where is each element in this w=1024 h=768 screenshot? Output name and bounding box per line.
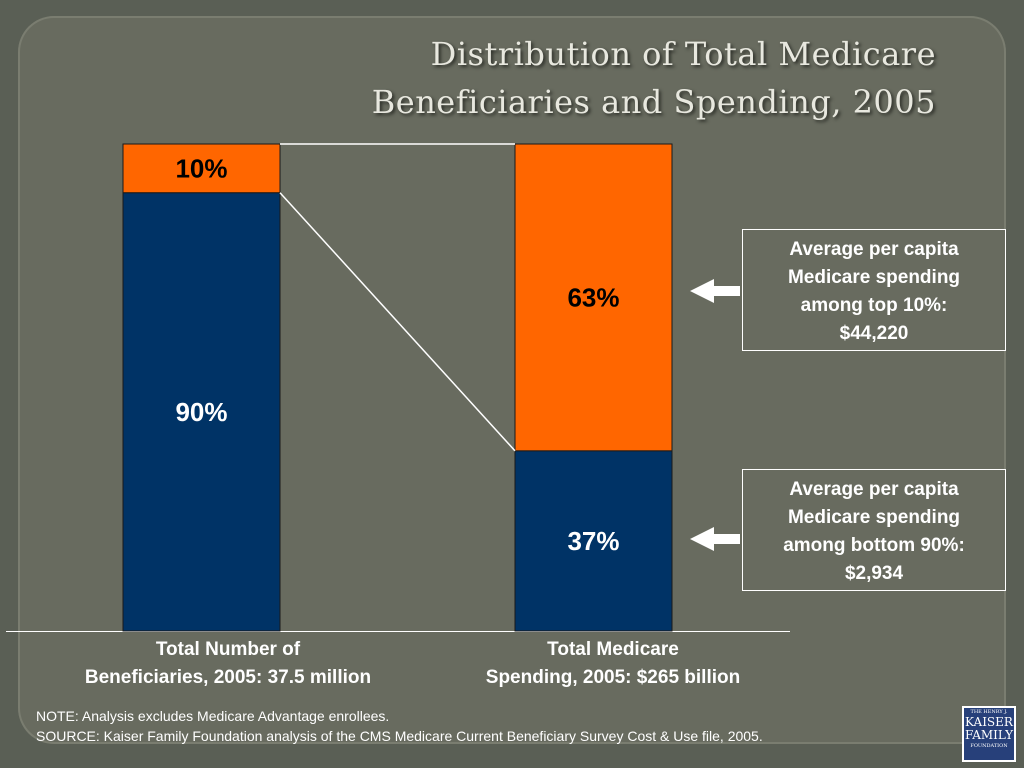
arrow-left-icon bbox=[690, 279, 740, 303]
callout-top-line-1: Average per capita bbox=[789, 239, 959, 260]
title-line-2: Beneficiaries and Spending, 2005 bbox=[371, 83, 936, 121]
kff-logo: THE HENRY J. KAISER FAMILY FOUNDATION bbox=[962, 706, 1016, 762]
callout-top-line-2: Medicare spending bbox=[787, 267, 961, 288]
category-label-spending: Total Medicare Spending, 2005: $265 bill… bbox=[430, 636, 796, 692]
callout-top-line-3: among top 10%: bbox=[800, 295, 948, 316]
data-label: 10% bbox=[175, 153, 227, 183]
category-label-line-1: Total Medicare bbox=[547, 639, 679, 660]
callout-top-10: Average per capita Medicare spending amo… bbox=[742, 229, 1006, 351]
connector-line-split bbox=[279, 192, 516, 452]
callout-bottom-line-1: Average per capita bbox=[789, 479, 959, 500]
callout-bottom-line-4: $2,934 bbox=[844, 563, 904, 584]
data-label: 63% bbox=[567, 282, 619, 312]
callout-bottom-line-3: among bottom 90%: bbox=[783, 535, 965, 556]
data-label: 90% bbox=[175, 397, 227, 427]
callout-bottom-line-2: Medicare spending bbox=[787, 507, 961, 528]
logo-line-1: THE HENRY J. bbox=[970, 709, 1008, 715]
footnotes: NOTE: Analysis excludes Medicare Advanta… bbox=[36, 706, 763, 746]
category-label-line-1: Total Number of bbox=[155, 639, 301, 660]
logo-line-2: KAISER bbox=[965, 715, 1013, 729]
title-line-1: Distribution of Total Medicare bbox=[430, 35, 936, 73]
callout-bottom-90: Average per capita Medicare spending amo… bbox=[742, 469, 1006, 591]
logo-line-3: FAMILY bbox=[964, 728, 1014, 742]
data-label: 37% bbox=[567, 526, 619, 556]
bar-segment-beneficiaries-top bbox=[122, 143, 281, 194]
logo-line-4: FOUNDATION bbox=[970, 743, 1008, 749]
category-label-line-2: Spending, 2005: $265 billion bbox=[485, 667, 741, 688]
bar-segment-spending-bottom bbox=[514, 450, 673, 632]
bar-segment-spending-top bbox=[514, 143, 673, 452]
category-label-line-2: Beneficiaries, 2005: 37.5 million bbox=[84, 667, 372, 688]
callout-top-line-4: $44,220 bbox=[839, 323, 909, 344]
arrow-left-icon bbox=[690, 527, 740, 551]
category-label-beneficiaries: Total Number of Beneficiaries, 2005: 37.… bbox=[28, 636, 428, 692]
page-title: Distribution of Total Medicare Beneficia… bbox=[236, 30, 936, 126]
note-text: NOTE: Analysis excludes Medicare Advanta… bbox=[36, 708, 390, 724]
source-text: SOURCE: Kaiser Family Foundation analysi… bbox=[36, 728, 763, 744]
